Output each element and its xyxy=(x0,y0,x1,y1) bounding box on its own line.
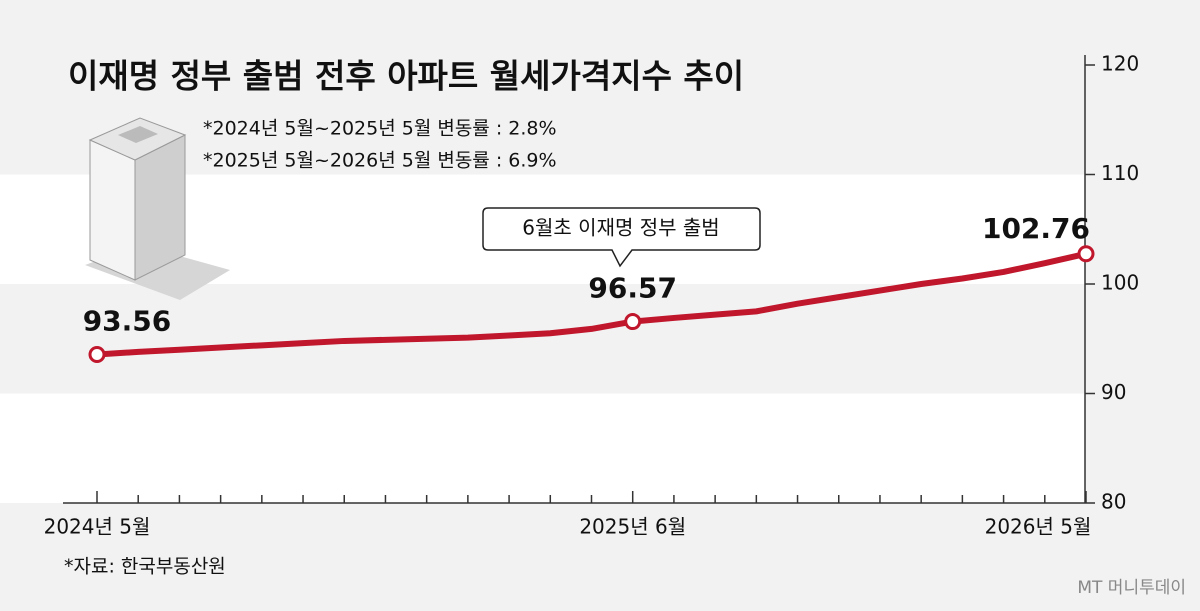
note: *2024년 5월~2025년 5월 변동률 : 2.8% xyxy=(203,118,557,140)
data-label: 102.76 xyxy=(982,212,1090,245)
x-tick-label: 2024년 5월 xyxy=(44,515,151,539)
data-label: 93.56 xyxy=(83,305,172,338)
y-tick-label: 120 xyxy=(1101,52,1139,76)
annotation: 6월초 이재명 정부 출범 xyxy=(522,216,719,240)
source: *자료: 한국부동산원 xyxy=(64,556,226,578)
y-tick-label: 80 xyxy=(1101,490,1126,514)
point xyxy=(624,313,642,331)
y-tick-label: 110 xyxy=(1101,161,1139,185)
note: *2025년 5월~2026년 5월 변동률 : 6.9% xyxy=(203,150,557,172)
logo: MT 머니투데이 xyxy=(1077,578,1186,598)
line xyxy=(94,250,1089,358)
x-tick-label: 2026년 5월 xyxy=(985,515,1092,539)
callout: 6월초 이재명 정부 출범 xyxy=(482,207,761,268)
data-label: 96.57 xyxy=(588,272,677,305)
band xyxy=(0,393,1085,503)
point xyxy=(1077,245,1095,263)
point xyxy=(88,346,106,364)
chart-title: 이재명 정부 출범 전후 아파트 월세가격지수 추이 xyxy=(68,57,744,96)
y-tick-label: 100 xyxy=(1101,271,1139,295)
x-tick-label: 2025년 6월 xyxy=(579,515,686,539)
y-tick-label: 90 xyxy=(1101,380,1126,404)
building-icon xyxy=(85,117,230,300)
